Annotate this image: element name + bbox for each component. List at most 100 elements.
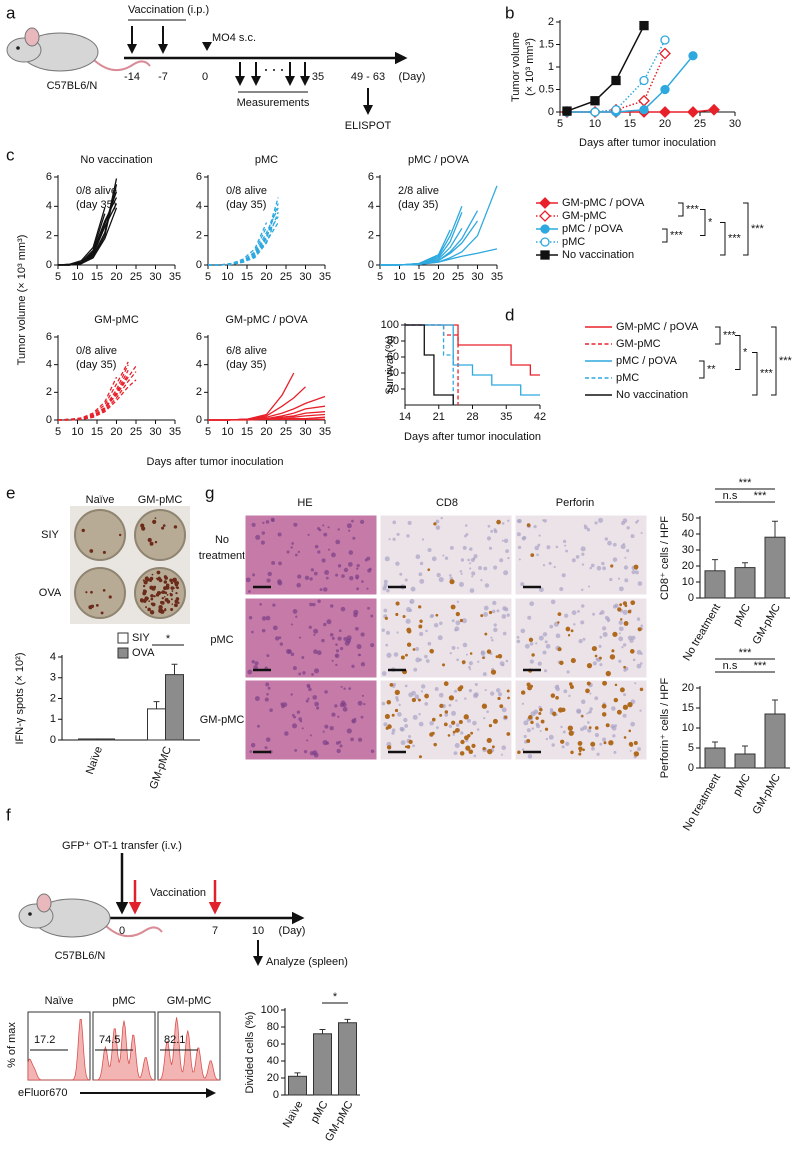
nucleus bbox=[323, 532, 328, 537]
stained-cell bbox=[585, 688, 590, 694]
nucleus bbox=[580, 620, 585, 625]
nucleus bbox=[330, 604, 334, 608]
y-tick-label: 6 bbox=[46, 331, 52, 343]
nucleus bbox=[340, 685, 343, 688]
nucleus bbox=[367, 606, 370, 610]
stained-cell bbox=[601, 712, 607, 717]
nucleus bbox=[429, 721, 434, 726]
stained-cell bbox=[496, 519, 501, 525]
nucleus bbox=[530, 711, 536, 717]
x-tick-label: 20 bbox=[260, 271, 272, 283]
spot bbox=[164, 608, 167, 612]
nucleus bbox=[507, 519, 510, 522]
stained-cell bbox=[520, 690, 526, 695]
nucleus bbox=[587, 721, 590, 724]
stained-cell bbox=[528, 637, 534, 642]
nucleus bbox=[623, 565, 629, 570]
y-tick-label: 4 bbox=[196, 359, 202, 371]
nucleus bbox=[312, 695, 318, 700]
nucleus bbox=[617, 577, 621, 580]
stained-cell bbox=[611, 649, 615, 653]
nucleus bbox=[324, 690, 328, 694]
label: Vaccination (i.p.) bbox=[128, 4, 209, 16]
series-line bbox=[566, 25, 645, 112]
nucleus bbox=[635, 570, 639, 575]
nucleus bbox=[621, 646, 624, 649]
stained-cell bbox=[384, 713, 390, 720]
nucleus bbox=[391, 728, 396, 733]
significance-label: *** bbox=[760, 368, 774, 380]
spot bbox=[162, 524, 166, 527]
nucleus bbox=[555, 633, 561, 639]
nucleus bbox=[612, 557, 618, 562]
nucleus bbox=[622, 609, 628, 615]
annotation: 2/8 alive bbox=[398, 185, 439, 197]
nucleus bbox=[334, 704, 338, 708]
marker bbox=[659, 106, 671, 118]
stained-cell bbox=[528, 715, 533, 720]
nucleus bbox=[640, 624, 643, 628]
stained-cell bbox=[565, 626, 571, 632]
significance-bracket bbox=[771, 326, 777, 396]
spot bbox=[156, 578, 159, 581]
nucleus bbox=[348, 687, 352, 690]
nucleus bbox=[618, 626, 624, 632]
y-tick-label: 50 bbox=[682, 512, 694, 524]
spot bbox=[172, 578, 177, 583]
y-tick-label: 6 bbox=[196, 331, 202, 343]
significance-label: *** bbox=[728, 233, 742, 245]
nucleus bbox=[516, 532, 521, 537]
nucleus bbox=[261, 531, 266, 535]
stained-cell bbox=[633, 741, 638, 746]
chart-title: No vaccination bbox=[80, 154, 152, 166]
nucleus bbox=[639, 662, 643, 665]
nucleus bbox=[418, 572, 423, 577]
x-tick-label: 5 bbox=[557, 118, 563, 130]
nucleus bbox=[533, 525, 537, 529]
micrograph bbox=[244, 514, 378, 596]
stained-cell bbox=[578, 746, 583, 751]
nucleus bbox=[460, 731, 464, 735]
nucleus bbox=[285, 648, 292, 655]
nucleus bbox=[359, 519, 365, 525]
significance-bracket bbox=[720, 222, 726, 256]
nucleus bbox=[360, 632, 365, 637]
nucleus bbox=[425, 629, 428, 633]
y-tick-label: 60 bbox=[387, 351, 399, 363]
y-axis-label: Survival (%) bbox=[384, 335, 396, 394]
nucleus bbox=[501, 745, 507, 751]
nucleus bbox=[421, 538, 425, 541]
nucleus bbox=[545, 644, 551, 649]
nucleus bbox=[462, 642, 468, 648]
spot bbox=[147, 607, 151, 612]
nucleus bbox=[364, 558, 368, 562]
marker bbox=[638, 94, 650, 107]
stained-cell bbox=[535, 716, 539, 720]
nucleus bbox=[398, 703, 401, 706]
nucleus bbox=[321, 558, 326, 563]
nucleus bbox=[381, 701, 386, 706]
well bbox=[134, 509, 186, 561]
nucleus bbox=[431, 556, 437, 562]
nucleus bbox=[551, 743, 555, 747]
nucleus bbox=[415, 647, 420, 652]
stained-cell bbox=[480, 614, 484, 618]
nucleus bbox=[636, 663, 642, 669]
nucleus bbox=[386, 652, 392, 658]
spot bbox=[160, 600, 165, 605]
nucleus bbox=[581, 563, 585, 566]
nucleus bbox=[309, 602, 313, 607]
error-bar bbox=[319, 1029, 326, 1034]
nucleus bbox=[360, 662, 366, 667]
error-bar bbox=[171, 663, 178, 675]
significance-bracket bbox=[662, 228, 668, 243]
nucleus bbox=[589, 566, 593, 570]
nucleus bbox=[316, 706, 320, 710]
bar bbox=[96, 738, 115, 741]
nucleus bbox=[254, 661, 259, 666]
nucleus bbox=[472, 720, 477, 726]
micrograph bbox=[379, 514, 513, 596]
stained-cell bbox=[394, 689, 400, 696]
nucleus bbox=[629, 749, 632, 752]
